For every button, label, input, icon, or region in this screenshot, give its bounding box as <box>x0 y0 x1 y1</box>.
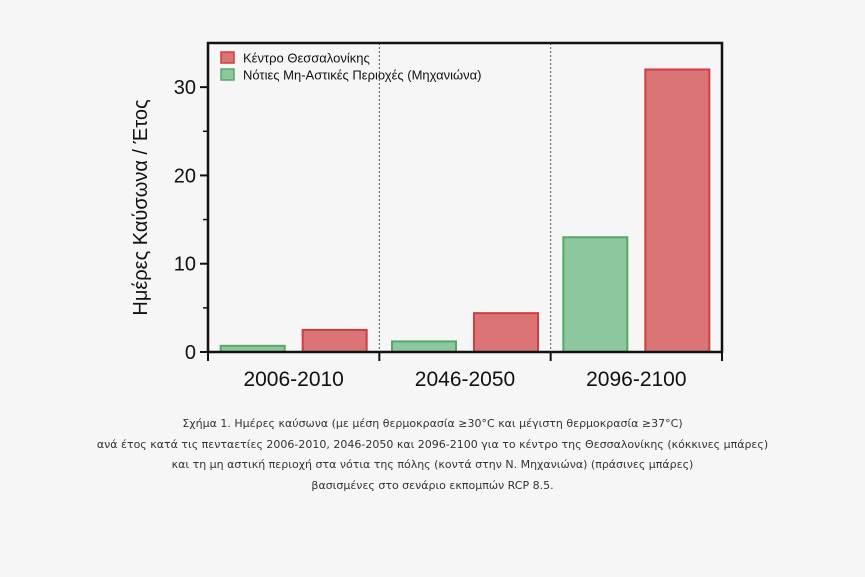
bar <box>301 328 368 353</box>
y-tick-label: 0 <box>185 342 196 364</box>
legend-swatch <box>220 51 235 64</box>
x-tick-label: 2046-2050 <box>415 368 515 391</box>
legend-label: Νότιες Μη-Αστικές Περιοχές (Μηχανιώνα) <box>243 68 482 83</box>
bar <box>562 236 629 354</box>
caption-line-1: Σχήμα 1. Ημέρες καύσωνα (με μέση θερμοκρ… <box>182 417 683 430</box>
x-axis: 2006-2010 2046-2050 2096-2100 <box>207 350 723 391</box>
y-axis-title: Ημέρες Καύσωνα / Έτος <box>130 99 152 316</box>
y-tick-label: 30 <box>174 77 196 99</box>
figure-caption: Σχήμα 1. Ημέρες καύσωνα (με μέση θερμοκρ… <box>0 414 865 496</box>
bar <box>644 68 711 353</box>
plot-area <box>207 41 724 354</box>
x-tick-label: 2096-2100 <box>586 368 686 391</box>
legend-swatch <box>220 68 235 81</box>
y-axis: 0 10 20 30 Ημέρες Καύσωνα / Έτος <box>130 42 210 364</box>
legend: Κέντρο Θεσσαλονίκης Νότιες Μη-Αστικές Περ… <box>220 51 482 83</box>
bar <box>473 312 539 354</box>
caption-line-2: ανά έτος κατά τις πενταετίες 2006-2010, … <box>96 437 769 451</box>
caption-line-3: και τη μη αστική περιοχή στα νότια της π… <box>171 458 694 471</box>
caption-line-4: βασισμένες στο σενάριο εκπομπών RCP 8.5. <box>311 478 554 492</box>
y-tick-label: 10 <box>174 254 196 276</box>
y-tick-label: 20 <box>174 165 196 187</box>
x-tick-label: 2006-2010 <box>243 368 343 391</box>
bar <box>391 340 457 353</box>
legend-label: Κέντρο Θεσσαλονίκης <box>243 51 370 66</box>
